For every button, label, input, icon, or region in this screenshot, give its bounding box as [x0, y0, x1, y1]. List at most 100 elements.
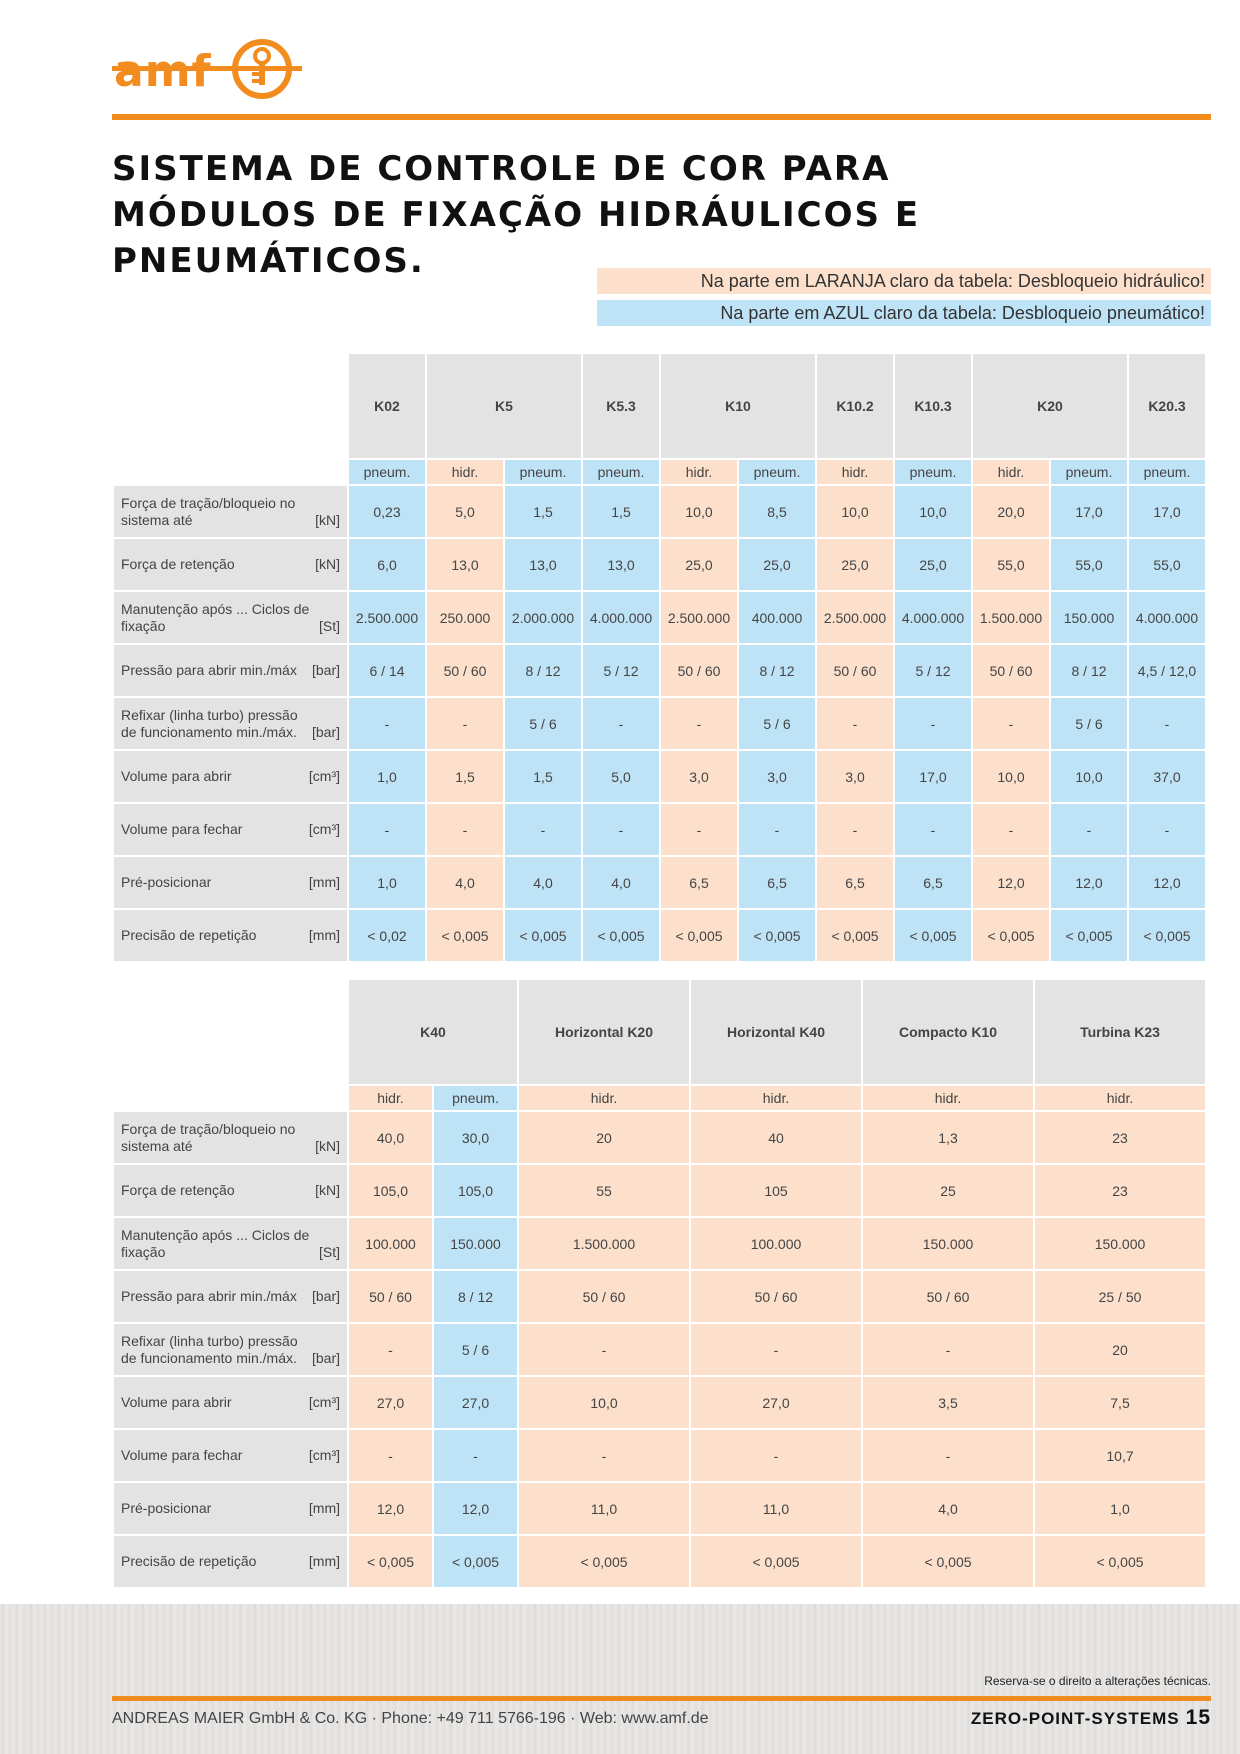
- table-row: Pré-posicionar [mm] 1,0 4,0 4,0 4,0 6,5 6,5 6,5 6…: [114, 857, 1205, 908]
- table-cell: 105,0: [434, 1165, 517, 1216]
- model-header: K20: [973, 354, 1127, 458]
- table-cell: 10,0: [973, 751, 1049, 802]
- table-cell: 4,0: [863, 1483, 1033, 1534]
- model-header: K20.3: [1129, 354, 1205, 458]
- table-cell: 4.000.000: [1129, 592, 1205, 643]
- table-cell: -: [583, 804, 659, 855]
- table-cell: 3,0: [817, 751, 893, 802]
- table-cell: < 0,005: [739, 910, 815, 961]
- table-cell: -: [1051, 804, 1127, 855]
- row-unit: [mm]: [308, 1500, 340, 1516]
- table-cell: 50 / 60: [817, 645, 893, 696]
- row-label-text: Pressão para abrir min./máx: [121, 662, 297, 678]
- unlock-mode: hidr.: [427, 460, 503, 484]
- table-cell: -: [349, 1430, 432, 1481]
- model-header: Turbina K23: [1035, 980, 1205, 1084]
- row-unit: [St]: [318, 617, 340, 634]
- table-cell: 55,0: [1129, 539, 1205, 590]
- table-cell: -: [519, 1324, 689, 1375]
- table-cell: 5 / 6: [1051, 698, 1127, 749]
- row-label: Pré-posicionar [mm]: [114, 1483, 347, 1534]
- row-unit: [mm]: [308, 927, 340, 943]
- header-blank: [114, 354, 347, 458]
- row-label: Volume para abrir [cm³]: [114, 751, 347, 802]
- unlock-mode: hidr.: [519, 1086, 689, 1110]
- table-cell: 20: [1035, 1324, 1205, 1375]
- table-cell: 55: [519, 1165, 689, 1216]
- table-cell: 1,5: [505, 751, 581, 802]
- row-label-text: Força de tração/bloqueio no sistema até: [121, 494, 296, 528]
- model-header: K5: [427, 354, 581, 458]
- row-label-text: Precisão de repetição: [121, 927, 257, 943]
- table-cell: < 0,005: [349, 1536, 432, 1587]
- page-title: SISTEMA DE CONTROLE DE COR PARA MÓDULOS …: [112, 149, 921, 281]
- row-label-text: Força de tração/bloqueio no sistema até: [121, 1120, 296, 1154]
- row-unit: [bar]: [311, 662, 340, 678]
- table-cell: 2.500.000: [661, 592, 737, 643]
- table-cell: 1,5: [583, 486, 659, 537]
- table-cell: -: [1129, 804, 1205, 855]
- table-row: Volume para fechar [cm³] - - - - - - - - - - -: [114, 804, 1205, 855]
- row-label-text: Refixar (linha turbo) pressão de funcion…: [121, 706, 298, 740]
- row-unit: [kN]: [315, 1137, 340, 1154]
- row-label: Manutenção após ... Ciclos de fixação [St…: [114, 592, 347, 643]
- row-label: Força de tração/bloqueio no sistema até […: [114, 486, 347, 537]
- table-cell: 50 / 60: [661, 645, 737, 696]
- row-unit: [kN]: [315, 511, 340, 528]
- row-label: Volume para abrir [cm³]: [114, 1377, 347, 1428]
- row-unit: [mm]: [308, 874, 340, 890]
- unlock-mode: pneum.: [505, 460, 581, 484]
- table-cell: 25,0: [895, 539, 971, 590]
- model-header: K40: [349, 980, 517, 1084]
- table-cell: 1,5: [427, 751, 503, 802]
- table-cell: 50 / 60: [427, 645, 503, 696]
- row-label-text: Refixar (linha turbo) pressão de funcion…: [121, 1332, 298, 1366]
- row-label-text: Volume para abrir: [121, 1394, 232, 1410]
- table-cell: 12,0: [434, 1483, 517, 1534]
- table-cell: 4.000.000: [895, 592, 971, 643]
- header-rule: [112, 114, 1211, 120]
- table-cell: 6 / 14: [349, 645, 425, 696]
- table-cell: 17,0: [1051, 486, 1127, 537]
- table-cell: 1.500.000: [973, 592, 1049, 643]
- row-label: Pré-posicionar [mm]: [114, 857, 347, 908]
- row-label: Refixar (linha turbo) pressão de funcion…: [114, 1324, 347, 1375]
- table-cell: 6,0: [349, 539, 425, 590]
- row-label-text: Precisão de repetição: [121, 1553, 257, 1569]
- table-cell: < 0,005: [973, 910, 1049, 961]
- table-cell: 6,5: [817, 857, 893, 908]
- table-cell: -: [863, 1430, 1033, 1481]
- table-cell: < 0,005: [1035, 1536, 1205, 1587]
- table-row: Refixar (linha turbo) pressão de funcion…: [114, 698, 1205, 749]
- table-cell: -: [661, 804, 737, 855]
- table-cell: 55,0: [973, 539, 1049, 590]
- header-blank: [114, 980, 347, 1084]
- page-number: 15: [1185, 1706, 1211, 1729]
- table-row: Refixar (linha turbo) pressão de funcion…: [114, 1324, 1205, 1375]
- table-cell: 27,0: [434, 1377, 517, 1428]
- model-header: K10.2: [817, 354, 893, 458]
- row-label-text: Volume para fechar: [121, 1447, 243, 1463]
- table-cell: 40: [691, 1112, 861, 1163]
- table-row: Força de tração/bloqueio no sistema até […: [114, 486, 1205, 537]
- mode-blank: [114, 1086, 347, 1110]
- table-row: Manutenção após ... Ciclos de fixação [St…: [114, 1218, 1205, 1269]
- footer-rule: [112, 1696, 1211, 1701]
- table-cell: < 0,02: [349, 910, 425, 961]
- footer-product-line: ZERO-POINT-SYSTEMS 15: [971, 1706, 1211, 1730]
- row-label: Força de retenção [kN]: [114, 539, 347, 590]
- row-unit: [bar]: [311, 1349, 340, 1366]
- unlock-mode: pneum.: [739, 460, 815, 484]
- model-header: K02: [349, 354, 425, 458]
- table-cell: -: [895, 698, 971, 749]
- spec-table-1: K02 K5 K5.3 K10 K10.2 K10.3 K20 K20.3 pneum. hidr…: [112, 352, 1207, 963]
- table-cell: 17,0: [895, 751, 971, 802]
- table-cell: -: [1129, 698, 1205, 749]
- table-row: Volume para fechar [cm³] - - - - -10,7: [114, 1430, 1205, 1481]
- table-cell: 3,0: [739, 751, 815, 802]
- row-label-text: Força de retenção: [121, 556, 235, 572]
- model-header: Compacto K10: [863, 980, 1033, 1084]
- table-cell: 1,0: [349, 857, 425, 908]
- row-label: Pressão para abrir min./máx [bar]: [114, 645, 347, 696]
- footer-product-line-text: ZERO-POINT-SYSTEMS: [970, 1709, 1180, 1728]
